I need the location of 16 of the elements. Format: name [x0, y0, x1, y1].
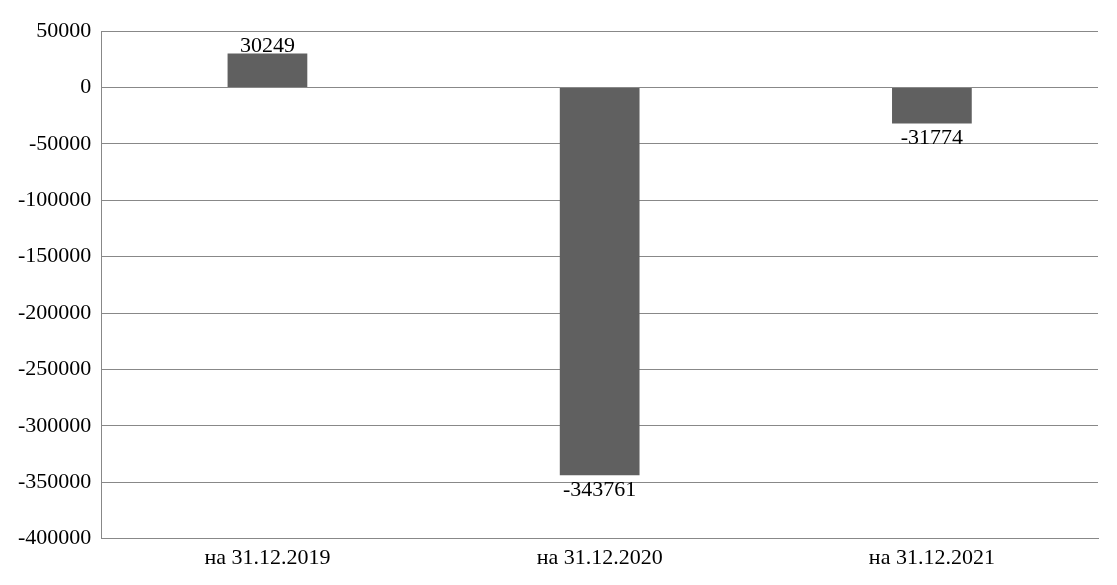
x-tick-label: на 31.12.2019: [204, 543, 331, 569]
x-tick-label: на 31.12.2021: [868, 543, 995, 569]
data-label: 30249: [239, 32, 295, 58]
x-tick-label: на 31.12.2020: [536, 543, 663, 569]
y-tick-label: 0: [80, 73, 92, 99]
y-tick-label: -150000: [18, 242, 92, 268]
y-tick-label: -100000: [18, 186, 92, 212]
data-label: -31774: [900, 124, 964, 150]
y-tick-label: -400000: [18, 524, 92, 550]
y-tick-label: 50000: [36, 16, 92, 42]
y-tick-label: -300000: [18, 411, 92, 437]
data-label: -343761: [563, 475, 637, 501]
y-tick-label: -50000: [29, 129, 92, 155]
y-tick-label: -350000: [18, 468, 92, 493]
y-tick-label: -200000: [18, 298, 92, 324]
y-tick-label: -250000: [18, 355, 92, 381]
